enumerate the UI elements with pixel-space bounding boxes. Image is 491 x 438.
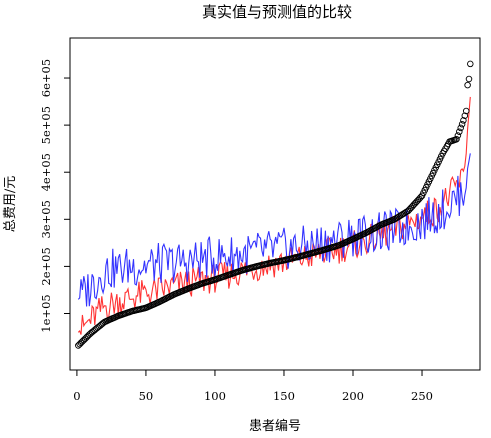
actual-point — [467, 60, 474, 68]
y-tick-label: 4e+05 — [39, 153, 53, 191]
y-tick-label: 3e+05 — [39, 200, 53, 238]
x-tick-label: 200 — [342, 389, 364, 403]
predicted-line-2 — [77, 153, 471, 307]
y-tick-label: 6e+05 — [39, 59, 53, 97]
x-tick-label: 0 — [73, 389, 80, 403]
plot-area — [75, 60, 474, 349]
predicted-line-1 — [77, 96, 471, 335]
actual-point — [454, 132, 462, 139]
actual-point — [462, 107, 470, 115]
x-axis: 0 50 100 150 200 250 — [73, 369, 433, 403]
actual-point — [453, 135, 460, 143]
actual-point — [460, 117, 467, 124]
x-tick-label: 250 — [411, 389, 433, 403]
actual-point — [456, 128, 463, 135]
actual-point — [465, 75, 473, 83]
actual-point — [464, 81, 471, 89]
x-axis-label: 患者编号 — [249, 419, 301, 434]
y-axis: 1e+05 2e+05 3e+05 4e+05 5e+05 6e+05 — [39, 59, 71, 333]
y-tick-label: 1e+05 — [39, 294, 53, 332]
chart-title: 真实值与预测值的比较 — [202, 3, 352, 21]
x-tick-label: 150 — [273, 389, 295, 403]
actual-point — [461, 112, 469, 119]
x-tick-label: 100 — [204, 389, 226, 403]
y-tick-label: 2e+05 — [39, 247, 53, 285]
actual-point — [458, 120, 466, 128]
y-axis-label: 总费用/元 — [3, 176, 18, 232]
y-tick-label: 5e+05 — [39, 106, 53, 144]
actual-point — [429, 169, 437, 177]
x-tick-label: 50 — [139, 389, 154, 403]
actual-point — [457, 124, 464, 132]
